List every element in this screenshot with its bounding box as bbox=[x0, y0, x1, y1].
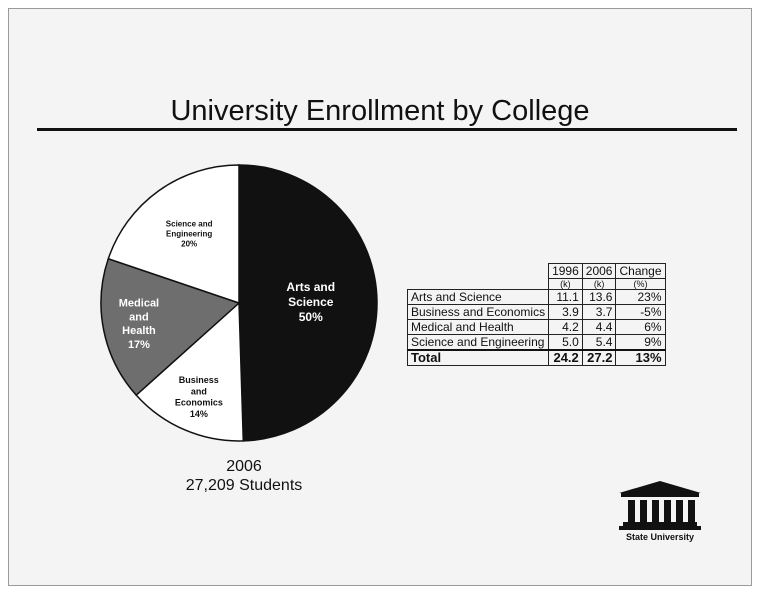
slide: University Enrollment by College Arts an… bbox=[8, 8, 752, 586]
row-name: Arts and Science bbox=[406, 289, 550, 305]
row-name: Medical and Health bbox=[406, 319, 550, 335]
slice-label: Medical and Health 17% bbox=[119, 298, 159, 351]
university-name: State University bbox=[625, 532, 695, 542]
title-rule bbox=[37, 128, 737, 131]
row-name: Business and Economics bbox=[406, 304, 550, 320]
pie-slice bbox=[238, 164, 378, 442]
slide-title: University Enrollment by College bbox=[170, 95, 590, 127]
row-name: Science and Engineering bbox=[406, 334, 550, 351]
row-change: 6% bbox=[615, 319, 666, 335]
table-header-row: 1996 2006 Change bbox=[408, 263, 666, 279]
pie-caption: 2006 27,209 Students bbox=[144, 457, 344, 495]
enrollment-table: 1996 2006 Change (k) (k) (%) Arts and Sc… bbox=[406, 263, 666, 366]
slice-label: Arts and Science 50% bbox=[286, 280, 335, 324]
unit-change: (%) bbox=[615, 278, 666, 290]
table-corner bbox=[408, 264, 549, 279]
table-units-row: (k) (k) (%) bbox=[408, 278, 666, 290]
table-row: Business and Economics 3.9 3.7 -5% bbox=[406, 304, 666, 320]
slice-label: Science and Engineering 20% bbox=[166, 219, 213, 248]
row-change: -5% bbox=[615, 304, 666, 320]
pie-slice bbox=[107, 164, 240, 305]
unit-1996: (k) bbox=[548, 278, 583, 290]
total-1996: 24.2 bbox=[548, 349, 583, 366]
university-building-icon bbox=[619, 481, 701, 530]
total-name: Total bbox=[406, 349, 550, 366]
pie-chart: Arts and Science 50% Business and Economics 14… bbox=[100, 164, 378, 442]
unit-2006: (k) bbox=[581, 278, 617, 290]
row-1996: 5.0 bbox=[548, 334, 583, 351]
column-header-1996: 1996 bbox=[548, 263, 583, 279]
units-corner bbox=[408, 279, 549, 290]
pie-slice bbox=[135, 301, 245, 442]
table-row: Arts and Science 11.1 13.6 23% bbox=[406, 289, 666, 305]
row-2006: 4.4 bbox=[581, 319, 617, 335]
row-1996: 4.2 bbox=[548, 319, 583, 335]
total-change: 13% bbox=[615, 349, 666, 366]
row-1996: 11.1 bbox=[548, 289, 583, 305]
table-total-row: Total 24.2 27.2 13% bbox=[406, 349, 666, 366]
column-header-change: Change bbox=[615, 263, 666, 279]
column-header-2006: 2006 bbox=[581, 263, 617, 279]
pie-slice bbox=[100, 257, 241, 397]
table-row: Medical and Health 4.2 4.4 6% bbox=[406, 319, 666, 335]
row-2006: 13.6 bbox=[581, 289, 617, 305]
row-2006: 3.7 bbox=[581, 304, 617, 320]
total-2006: 27.2 bbox=[581, 349, 617, 366]
row-1996: 3.9 bbox=[548, 304, 583, 320]
row-change: 9% bbox=[615, 334, 666, 351]
table-row: Science and Engineering 5.0 5.4 9% bbox=[406, 334, 666, 351]
slice-label: Business and Economics 14% bbox=[175, 375, 223, 419]
university-logo: State University bbox=[615, 479, 705, 549]
caption-total: 27,209 Students bbox=[185, 477, 303, 494]
row-change: 23% bbox=[615, 289, 666, 305]
caption-year: 2006 bbox=[226, 458, 262, 475]
row-2006: 5.4 bbox=[581, 334, 617, 351]
